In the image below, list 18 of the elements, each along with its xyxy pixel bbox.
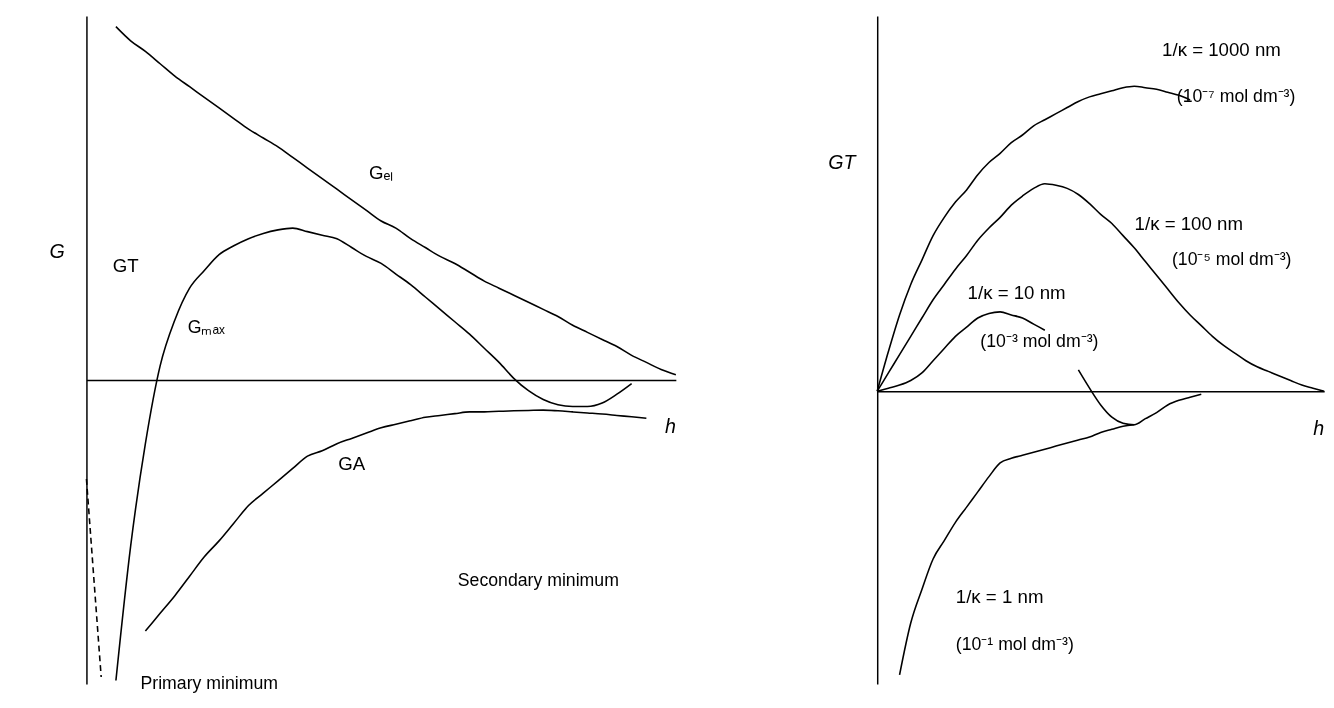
annotation: Secondary minimum — [457, 569, 619, 590]
annotation: (10⁻¹ mol dm⁻³) — [955, 633, 1074, 654]
series-label: 1/κ = 1000 nm — [1162, 39, 1281, 61]
annotation: (10⁻⁷ mol dm⁻³) — [1176, 86, 1296, 107]
annotation: Gₘₐₓ — [187, 317, 226, 338]
text: GT — [112, 255, 139, 277]
y-axis-title: G — [49, 239, 65, 262]
series-label: GA — [338, 452, 366, 474]
series-label: Gₑₗ — [368, 162, 394, 184]
x-axis-title: h — [1313, 416, 1325, 439]
y-axis-title: GT — [828, 151, 858, 174]
series-label: 1/κ = 1 nm — [955, 586, 1044, 608]
annotation: (10⁻⁵ mol dm⁻³) — [1171, 248, 1292, 269]
series-label: 1/κ = 100 nm — [1134, 213, 1243, 235]
x-axis-title: h — [664, 414, 676, 437]
annotation: (10⁻³ mol dm⁻³) — [980, 331, 1099, 352]
series-label: 1/κ = 10 nm — [967, 281, 1066, 303]
annotation: Primary minimum — [140, 672, 278, 693]
